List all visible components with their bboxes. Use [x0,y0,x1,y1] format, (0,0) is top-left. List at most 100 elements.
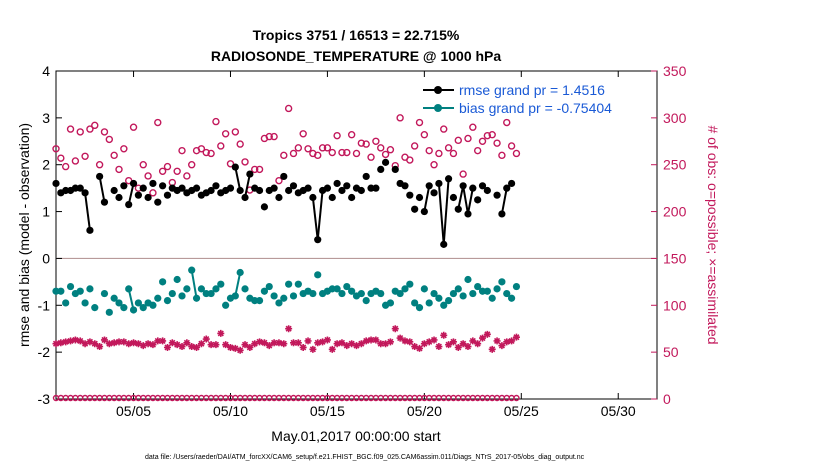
assimilated-point [459,340,467,348]
rmse-point [401,182,409,190]
rmse-segment [316,190,324,240]
possible-point [251,165,259,174]
possible-point [280,151,288,160]
legend-bias-marker [434,104,442,112]
bias-point [81,299,89,307]
assimilated-point [163,343,171,351]
rmse-point [149,179,157,188]
assimilated-point [246,343,254,351]
rmse-point [178,184,186,192]
rmse-segment [423,185,431,212]
rmse-point [144,193,152,202]
bias-point [197,285,206,293]
y-tick-label: 4 [42,63,50,79]
possible-point [338,148,346,157]
axis-ticks: -3 -2 -1 0 1 2 3 4 0 50 100 150 200 250 300 350 05/05 05/… [38,63,687,419]
assimilated-point [173,341,181,349]
assimilated-point [386,338,394,346]
bias-point [149,301,157,309]
bias-point [183,285,191,293]
possible-point [362,140,370,148]
rmse-point [406,191,414,199]
bias-point [163,297,172,305]
possible-point [115,165,123,174]
possible-point [444,144,453,152]
bias-point [236,268,244,277]
rmse-point [241,193,249,202]
assimilated-point [304,337,312,345]
bias-point [178,292,186,300]
assimilated-point [226,343,234,351]
possible-rejected-point [513,394,520,402]
possible-point [352,149,361,158]
bias-point [207,289,215,298]
possible-point [95,161,104,169]
possible-point [299,130,307,138]
assimilated-point [348,340,356,348]
bias-point [377,289,385,298]
rmse-point [159,182,167,190]
assimilated-point [188,343,196,351]
rmse-point [343,182,351,190]
y2-tick-label: 50 [663,344,679,360]
rmse-point [86,226,94,234]
possible-point [110,151,118,160]
assimilated-point [285,325,293,333]
possible-point [217,142,225,150]
bias-point [173,275,181,284]
bias-point [120,304,128,312]
assimilated-point [125,340,133,348]
y2-tick-label: 250 [663,157,687,173]
bias-point [425,299,433,307]
bias-point [420,285,428,293]
possible-point [52,145,60,153]
bias-point [406,280,414,288]
bias-point [285,280,293,288]
rmse-point [474,196,482,204]
bias-point [507,294,516,302]
possible-point [435,149,443,158]
bias-point [275,299,283,307]
assimilated-point [149,341,157,349]
possible-point [449,149,458,158]
plot-area [55,70,658,400]
rmse-point [226,184,235,192]
bias-point [464,275,472,284]
assimilated-point [52,340,60,348]
assimilated-point [319,338,327,346]
possible-point [57,154,65,162]
assimilated-point [343,342,351,350]
y-tick-label: -2 [38,344,51,360]
possible-point [323,144,332,152]
rmse-point [231,163,239,171]
assimilated-point [309,345,317,353]
rmse-segment [462,185,469,215]
bias-point [280,294,288,302]
possible-point [406,156,414,164]
possible-point [454,136,462,145]
possible-point [498,151,506,160]
possible-point [66,125,75,133]
assimilated-point [508,337,516,345]
bias-point [294,280,302,288]
possible-point [100,128,109,136]
assimilated-point [367,336,375,344]
bias-point [188,266,196,274]
assimilated-point [294,339,302,347]
possible-point [459,170,467,178]
possible-point [149,189,157,197]
y2-tick-label: 200 [663,204,687,220]
rmse-segment [437,183,445,245]
rmse-point [270,184,278,192]
assimilated-point [445,341,453,349]
bias-segment [234,272,242,297]
possible-point [507,142,516,150]
bias-point [430,289,438,298]
rmse-point [328,193,336,202]
y-tick-label: 0 [42,250,50,266]
rmse-point [381,158,390,166]
rmse-point [246,170,254,178]
rmse-segment [244,173,251,198]
y2-tick-label: 0 [663,391,671,407]
rmse-point [96,172,104,181]
